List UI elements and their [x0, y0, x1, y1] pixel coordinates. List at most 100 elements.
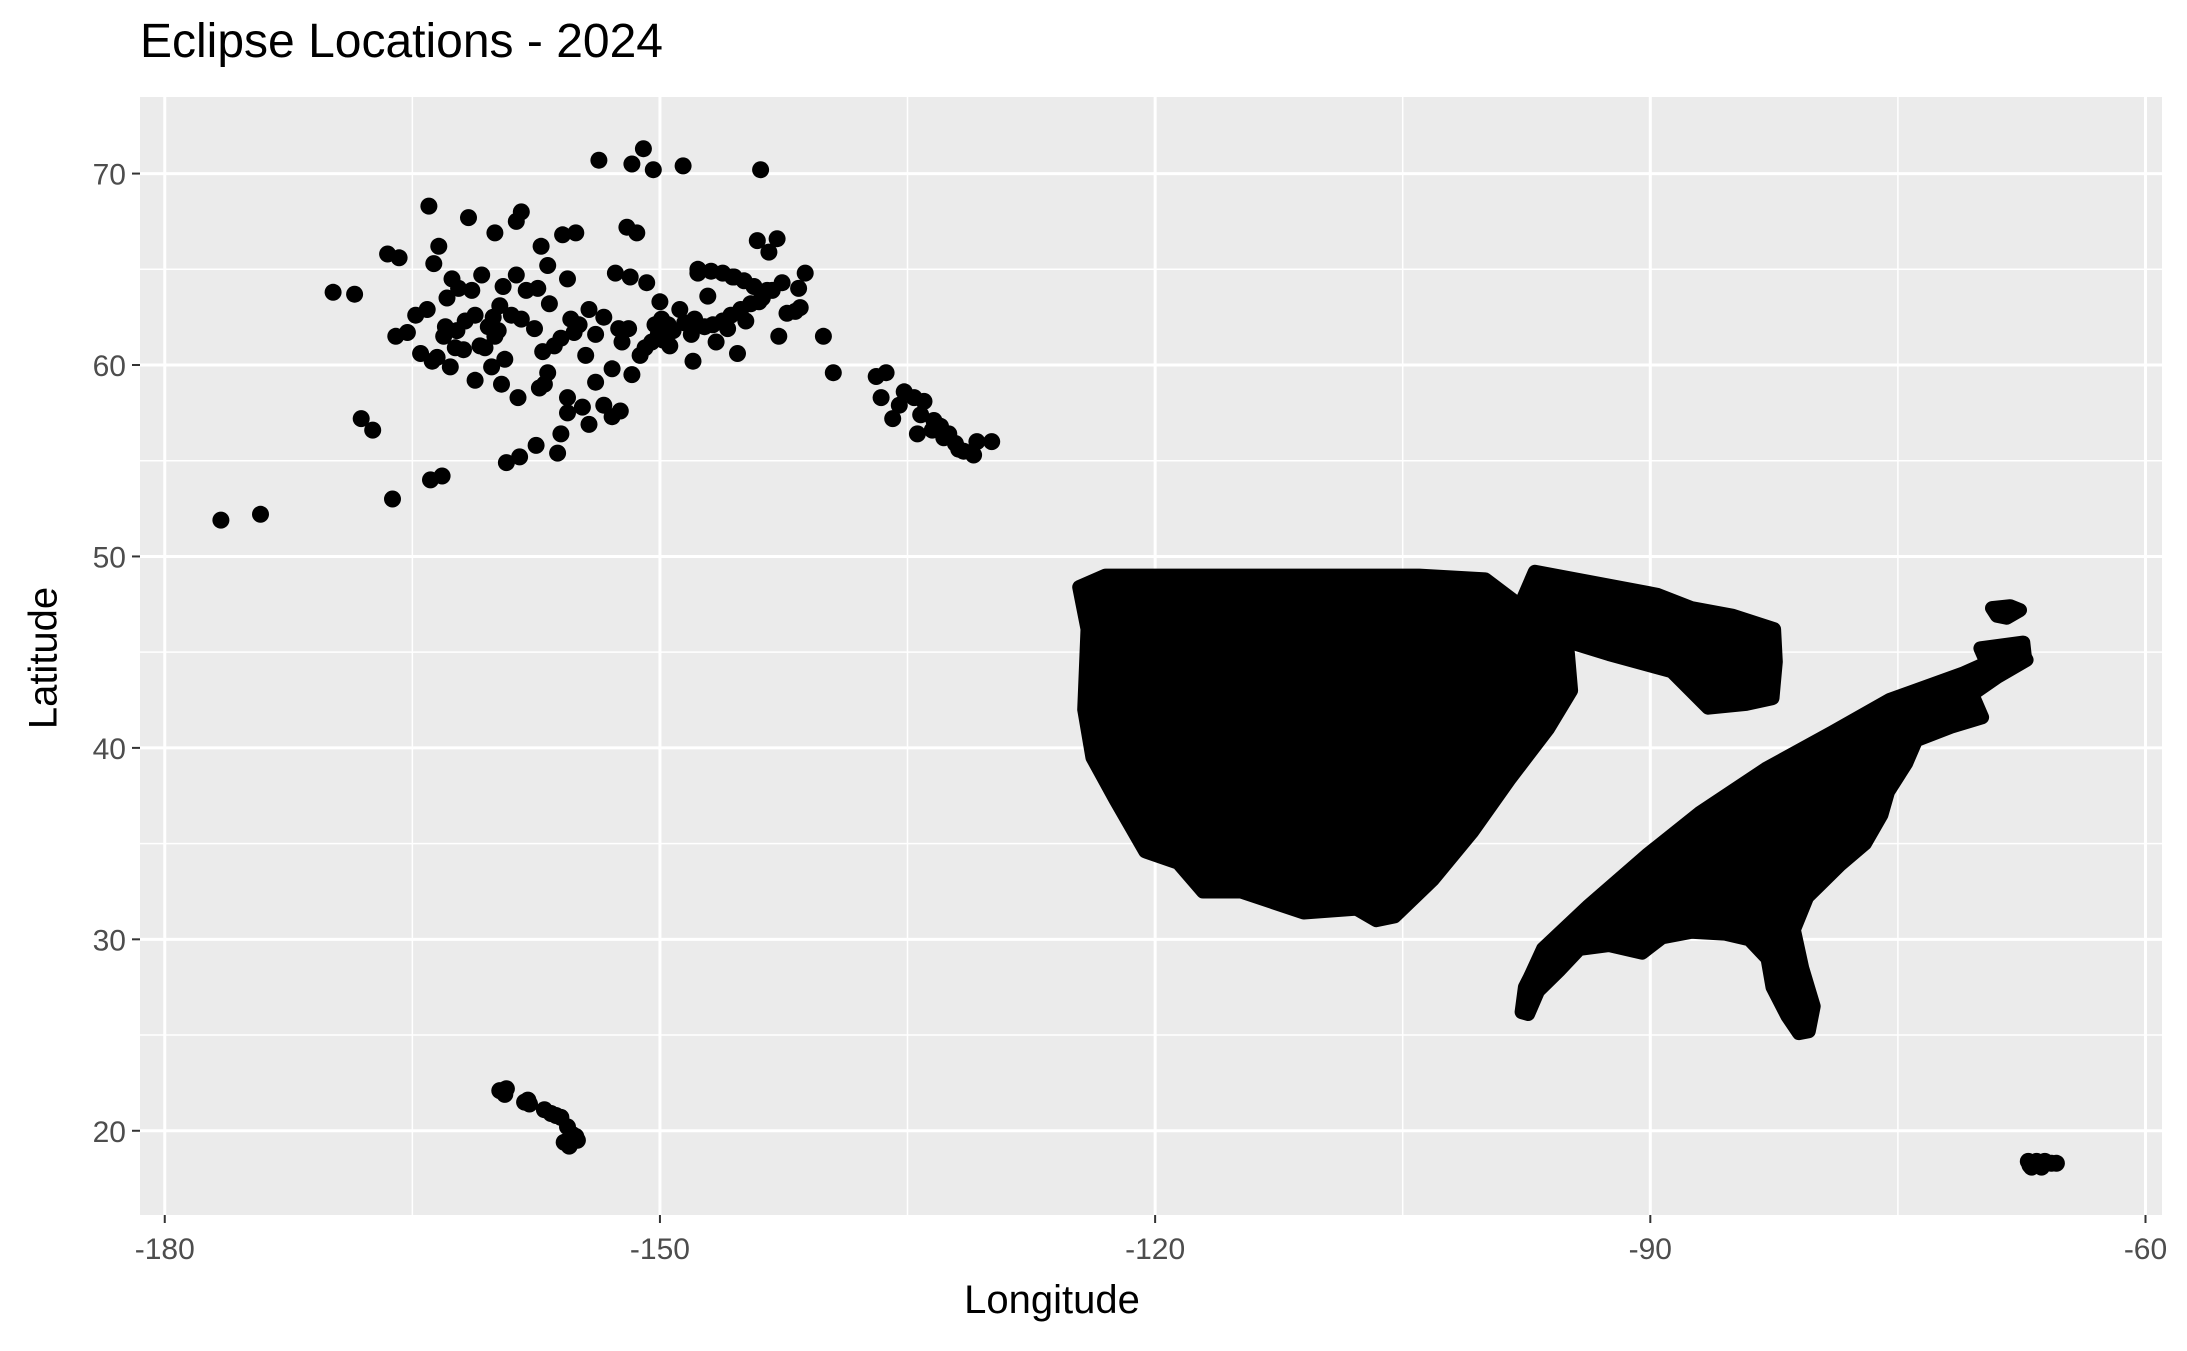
data-point — [590, 151, 608, 169]
data-point — [613, 333, 631, 351]
y-tick-label: 50 — [93, 541, 126, 574]
data-point — [567, 224, 585, 242]
data-point — [760, 243, 778, 261]
data-point — [689, 260, 707, 278]
data-point — [493, 375, 510, 393]
data-point — [699, 287, 717, 305]
data-point — [2021, 1156, 2039, 1174]
x-tick-label: -120 — [1125, 1233, 1185, 1266]
data-point — [580, 415, 598, 433]
data-point — [877, 364, 895, 382]
data-point — [512, 203, 530, 221]
data-point — [2047, 1154, 2065, 1172]
data-point — [623, 366, 641, 384]
data-point — [473, 266, 491, 284]
data-point — [786, 302, 804, 320]
data-point — [507, 266, 525, 284]
y-tick-label: 70 — [93, 159, 126, 192]
data-point — [509, 389, 527, 407]
data-point — [603, 360, 621, 378]
data-point — [634, 140, 652, 158]
data-point — [486, 327, 504, 345]
data-point — [466, 306, 484, 324]
data-point — [494, 278, 512, 295]
x-tick-label: -180 — [135, 1233, 195, 1266]
data-point — [497, 454, 515, 472]
data-point — [512, 310, 530, 328]
data-point — [497, 1080, 515, 1098]
data-point — [595, 308, 613, 326]
x-axis: -180 -150 -120 -90 -60 — [135, 1215, 2167, 1266]
data-point — [621, 268, 639, 286]
data-point — [390, 249, 408, 267]
data-point — [644, 161, 662, 179]
data-point — [539, 257, 557, 274]
data-point — [559, 404, 576, 422]
data-point — [968, 433, 986, 451]
data-point — [562, 310, 580, 328]
data-point — [568, 1131, 586, 1149]
data-point — [758, 281, 776, 299]
data-point — [661, 337, 679, 355]
data-point — [559, 389, 576, 407]
data-point — [252, 505, 269, 523]
data-point — [540, 295, 558, 313]
y-axis-title: Latitude — [21, 586, 66, 730]
data-point — [527, 436, 545, 454]
data-points — [212, 140, 2065, 1176]
data-point — [923, 421, 941, 439]
data-point — [623, 155, 641, 173]
data-point — [418, 301, 436, 318]
data-point — [950, 440, 968, 458]
data-point — [352, 410, 370, 428]
data-point — [965, 446, 983, 464]
y-tick-label: 30 — [93, 924, 126, 957]
data-point — [433, 467, 451, 485]
data-point — [915, 392, 933, 410]
data-point — [420, 197, 438, 215]
dense-region-northern-band — [1508, 564, 1783, 715]
data-point — [554, 226, 572, 244]
data-point — [606, 264, 624, 282]
data-point — [653, 310, 671, 328]
data-point — [768, 230, 786, 248]
dense-region-maine — [1985, 599, 2027, 625]
data-point — [912, 406, 930, 424]
data-point — [707, 333, 725, 351]
data-point — [430, 237, 448, 255]
data-point — [455, 341, 472, 359]
data-point — [466, 371, 484, 389]
data-point — [346, 285, 364, 303]
data-point — [496, 350, 514, 368]
data-point — [983, 433, 1001, 451]
data-point — [549, 444, 567, 462]
data-point — [423, 352, 441, 370]
data-point — [610, 320, 628, 338]
data-point — [684, 352, 702, 370]
data-point — [511, 448, 529, 466]
data-point — [460, 209, 477, 227]
data-point — [770, 327, 788, 345]
data-point — [552, 329, 570, 347]
data-point — [324, 283, 342, 301]
data-point — [441, 358, 459, 376]
x-tick-label: -90 — [1629, 1233, 1672, 1266]
data-point — [580, 301, 598, 318]
data-point — [745, 278, 763, 295]
data-point — [872, 389, 890, 407]
data-point — [483, 358, 501, 376]
chart-title: Eclipse Locations - 2024 — [140, 15, 663, 68]
data-point — [463, 281, 481, 299]
data-point — [398, 324, 416, 341]
data-point — [890, 396, 908, 414]
data-point — [450, 279, 468, 297]
data-point — [587, 325, 605, 343]
data-point — [796, 264, 814, 282]
data-point — [519, 1091, 537, 1109]
data-point — [364, 421, 382, 439]
x-axis-title: Longitude — [964, 1278, 1140, 1322]
data-point — [530, 379, 548, 397]
y-tick-label: 40 — [93, 733, 126, 766]
